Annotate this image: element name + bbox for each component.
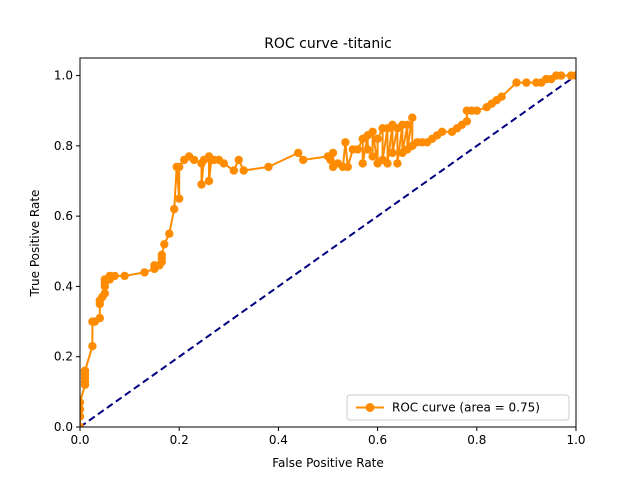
x-tick-label: 0.0 bbox=[70, 433, 89, 447]
roc-point bbox=[363, 145, 372, 154]
roc-point bbox=[234, 155, 243, 165]
roc-point bbox=[358, 159, 367, 168]
roc-point bbox=[556, 71, 566, 80]
roc-point bbox=[219, 159, 228, 168]
roc-point bbox=[157, 250, 166, 259]
roc-point bbox=[299, 155, 308, 165]
y-axis-label: True Positive Rate bbox=[28, 190, 42, 298]
y-tick-label: 0.0 bbox=[54, 420, 73, 434]
roc-point bbox=[175, 194, 184, 203]
roc-point bbox=[95, 313, 105, 323]
legend: ROC curve (area = 0.75) bbox=[346, 394, 570, 421]
x-tick-label: 1.0 bbox=[566, 433, 585, 447]
roc-point bbox=[110, 271, 119, 281]
x-tick-label: 0.8 bbox=[467, 433, 486, 447]
roc-point bbox=[239, 166, 248, 175]
roc-point bbox=[80, 422, 85, 427]
roc-point bbox=[383, 159, 392, 168]
roc-point bbox=[175, 162, 184, 172]
roc-point bbox=[264, 162, 273, 172]
x-tick-label: 0.4 bbox=[269, 433, 288, 447]
roc-point bbox=[462, 117, 472, 126]
roc-point bbox=[341, 138, 350, 147]
roc-point bbox=[522, 78, 531, 87]
roc-point bbox=[393, 159, 402, 168]
roc-point bbox=[472, 106, 481, 115]
roc-point bbox=[140, 268, 149, 277]
roc-point bbox=[326, 155, 335, 165]
roc-point bbox=[229, 166, 238, 175]
axis-ticks: 0.0 0.2 0.4 0.6 0.8 1.0 0.0 0.2 0.4 0.6 0.8 1.0 bbox=[54, 69, 586, 447]
roc-point bbox=[571, 71, 576, 80]
roc-point bbox=[204, 176, 214, 186]
roc-point bbox=[80, 398, 85, 407]
roc-point bbox=[197, 180, 206, 189]
roc-point bbox=[328, 148, 338, 158]
legend-marker bbox=[365, 403, 375, 412]
y-tick-label: 0.2 bbox=[54, 350, 73, 364]
y-tick-label: 0.4 bbox=[54, 279, 73, 293]
plot-area bbox=[80, 71, 576, 427]
roc-point bbox=[437, 127, 447, 136]
roc-point bbox=[368, 152, 377, 161]
x-axis-label: False Positive Rate bbox=[272, 456, 384, 470]
roc-point bbox=[294, 148, 303, 158]
roc-point bbox=[373, 134, 382, 143]
roc-point bbox=[100, 289, 110, 298]
roc-point bbox=[165, 229, 174, 238]
y-tick-label: 0.6 bbox=[54, 209, 73, 223]
roc-point bbox=[189, 155, 199, 165]
roc-point bbox=[80, 412, 85, 421]
roc-point bbox=[170, 204, 179, 214]
roc-point bbox=[88, 342, 97, 351]
roc-point bbox=[343, 162, 352, 172]
roc-point bbox=[512, 78, 521, 87]
diagonal-reference-line bbox=[80, 74, 576, 427]
roc-point bbox=[403, 120, 412, 129]
y-tick-label: 1.0 bbox=[54, 69, 73, 83]
x-tick-label: 0.2 bbox=[170, 433, 189, 447]
plot-frame bbox=[79, 57, 577, 428]
roc-point bbox=[120, 271, 129, 281]
roc-point bbox=[368, 127, 377, 136]
roc-point bbox=[388, 148, 397, 158]
roc-point bbox=[80, 366, 90, 375]
y-tick-label: 0.8 bbox=[54, 139, 73, 153]
roc-point bbox=[353, 145, 362, 154]
chart-title: ROC curve -titanic bbox=[264, 36, 392, 52]
roc-point bbox=[160, 240, 169, 249]
x-tick-label: 0.6 bbox=[368, 433, 387, 447]
legend-label: ROC curve (area = 0.75) bbox=[392, 401, 540, 415]
roc-point bbox=[80, 405, 85, 414]
legend-box bbox=[346, 394, 570, 421]
roc-point bbox=[408, 113, 417, 122]
roc-point bbox=[497, 92, 506, 101]
